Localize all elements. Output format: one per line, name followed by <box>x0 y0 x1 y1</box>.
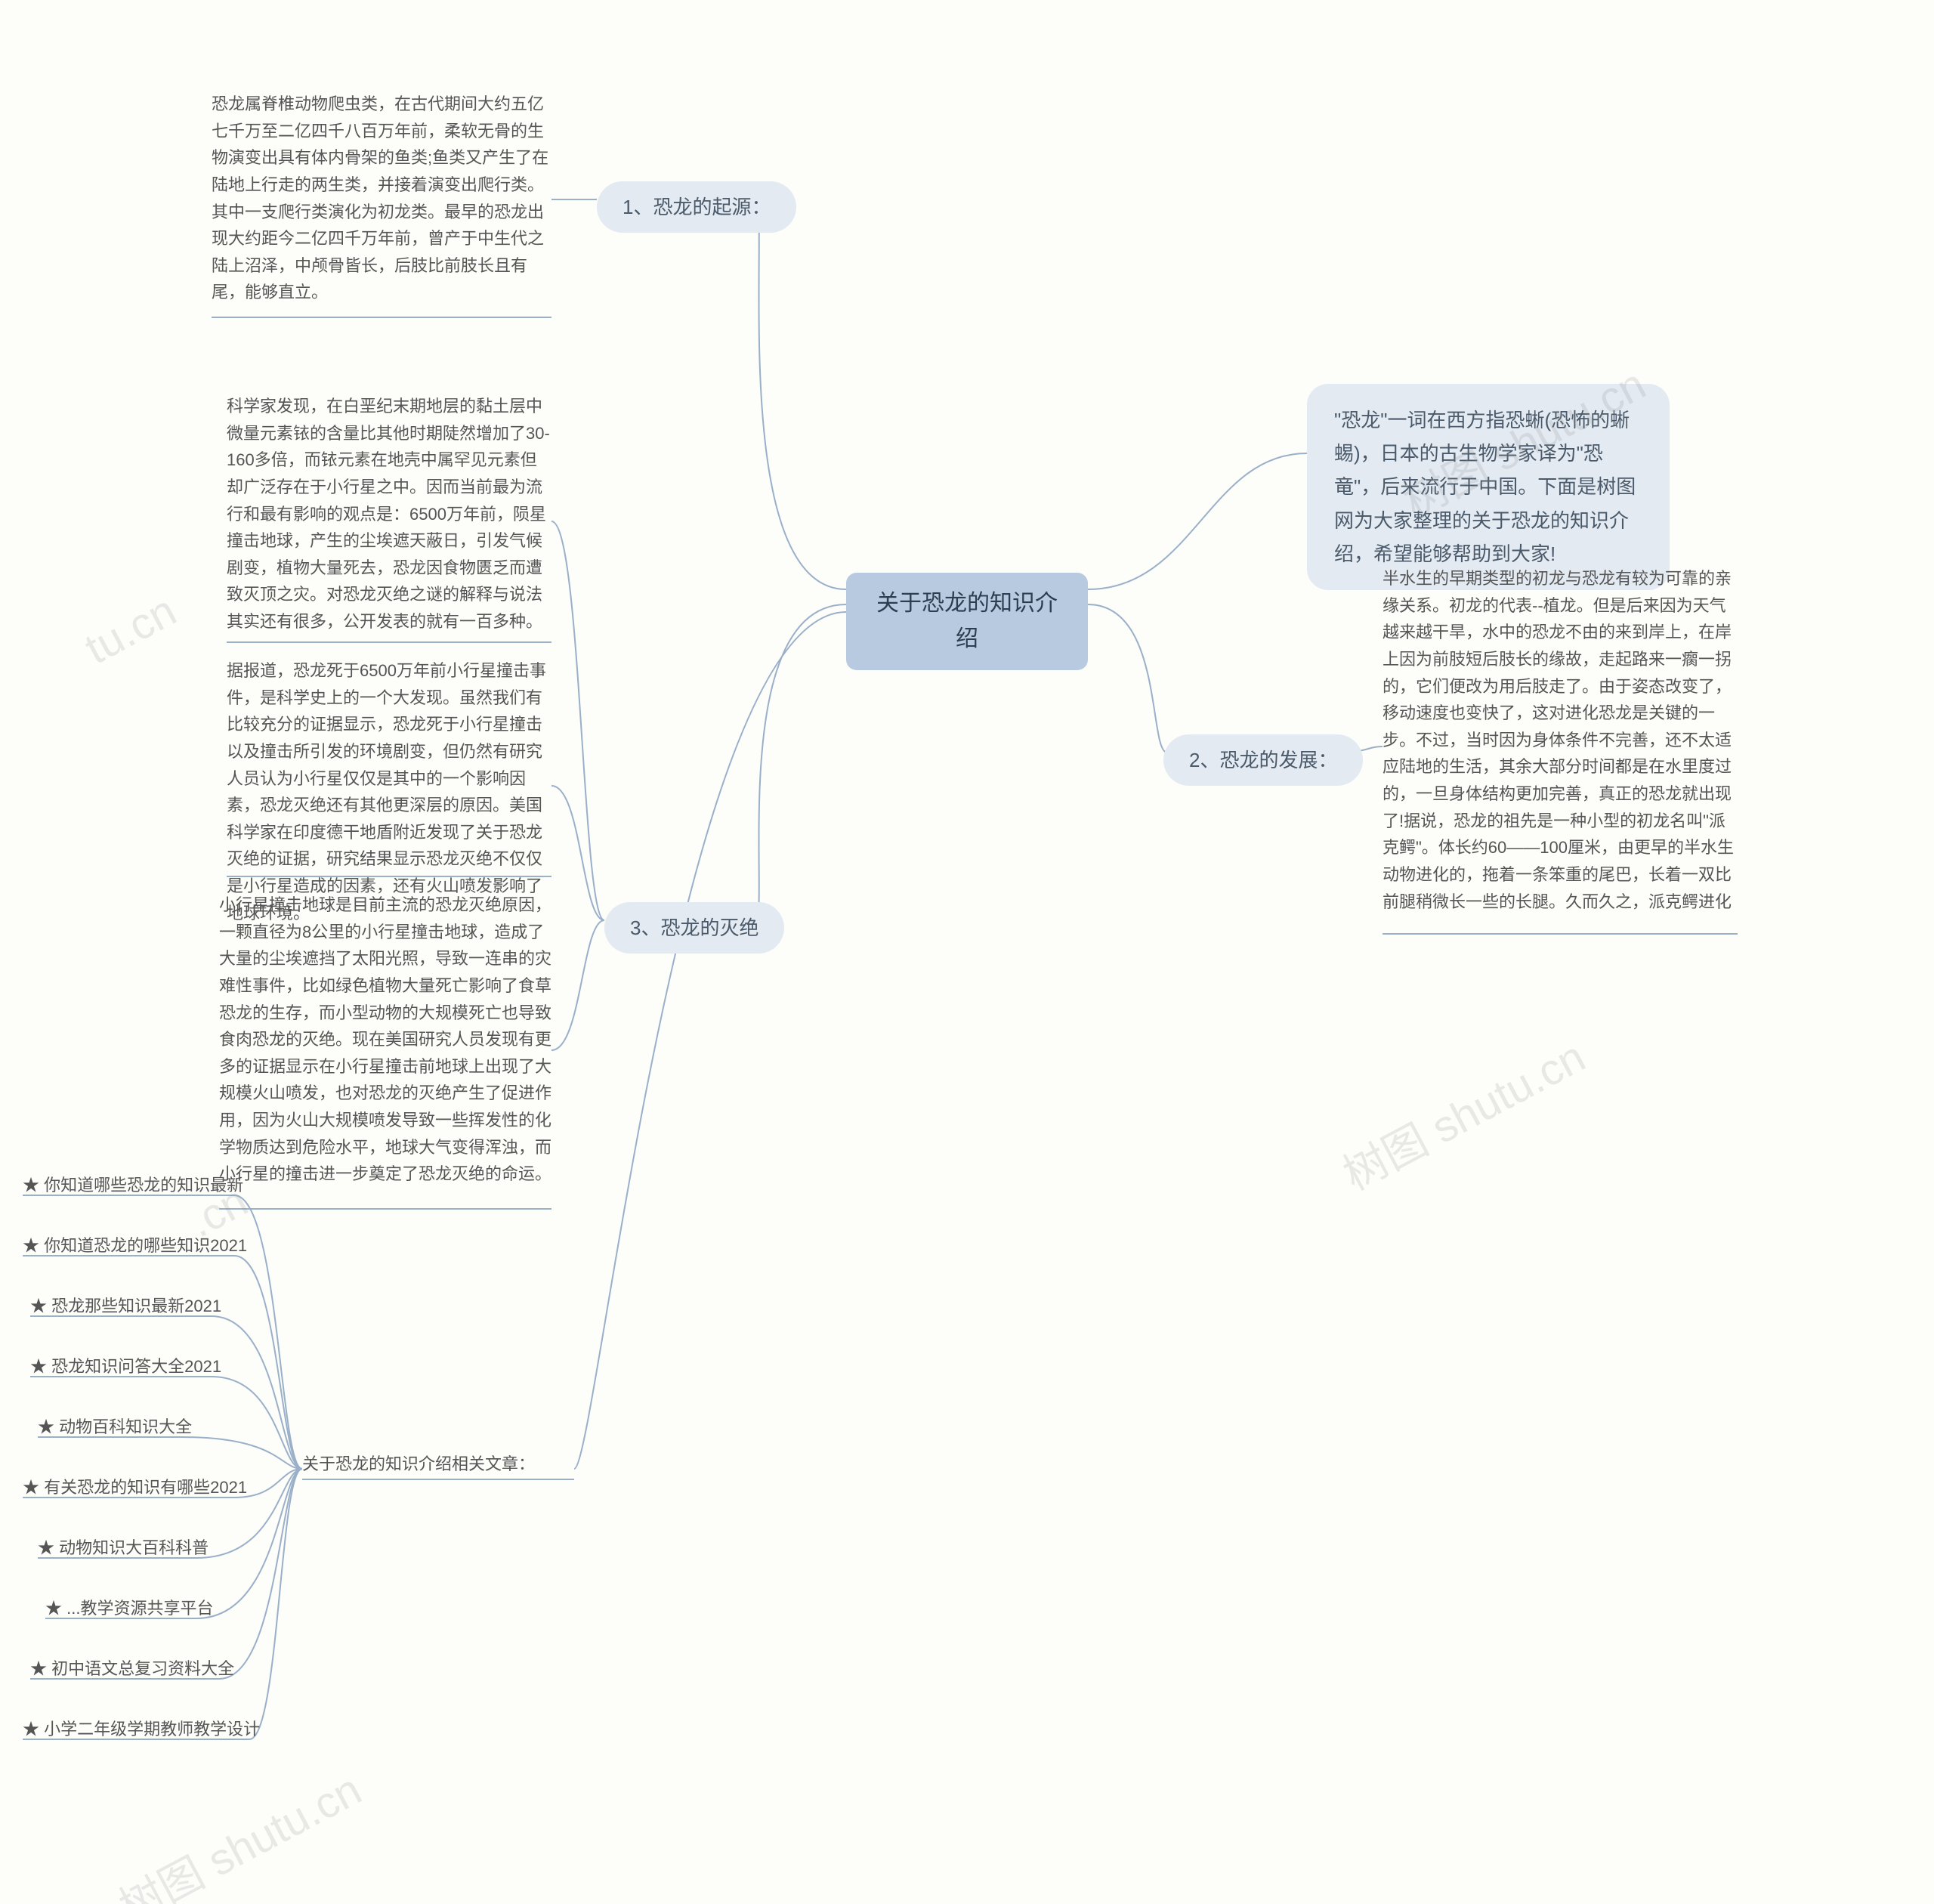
related-item-0[interactable]: ★ 你知道哪些恐龙的知识最新 <box>23 1173 243 1198</box>
development-topic[interactable]: 2、恐龙的发展： <box>1163 734 1363 786</box>
root-node[interactable]: 关于恐龙的知识介绍 <box>846 573 1088 670</box>
related-item-4[interactable]: ★ 动物百科知识大全 <box>38 1414 192 1440</box>
origin-topic[interactable]: 1、恐龙的起源： <box>597 181 796 233</box>
watermark: 树图 shutu.cn <box>1330 1022 1595 1202</box>
related-item-1[interactable]: ★ 你知道恐龙的哪些知识2021 <box>23 1233 247 1259</box>
extinction-topic[interactable]: 3、恐龙的灭绝 <box>604 902 784 954</box>
watermark: tu.cn <box>77 585 184 674</box>
related-item-3[interactable]: ★ 恐龙知识问答大全2021 <box>30 1354 221 1380</box>
related-item-8[interactable]: ★ 初中语文总复习资料大全 <box>30 1656 234 1682</box>
related-item-7[interactable]: ★ ...教学资源共享平台 <box>45 1596 213 1621</box>
watermark: 树图 shutu.cn <box>107 1754 371 1904</box>
intro-node[interactable]: "恐龙"一词在西方指恐蜥(恐怖的蜥蜴)，日本的古生物学家译为"恐竜"，后来流行于… <box>1307 384 1670 590</box>
related-item-6[interactable]: ★ 动物知识大百科科普 <box>38 1535 209 1561</box>
origin-leaf: 恐龙属脊椎动物爬虫类，在古代期间大约五亿七千万至二亿四千八百万年前，柔软无骨的生… <box>212 91 551 306</box>
related-title: 关于恐龙的知识介绍相关文章： <box>302 1451 582 1478</box>
related-item-5[interactable]: ★ 有关恐龙的知识有哪些2021 <box>23 1475 247 1501</box>
related-item-2[interactable]: ★ 恐龙那些知识最新2021 <box>30 1294 221 1319</box>
extinction-leaf-1: 科学家发现，在白垩纪末期地层的黏土层中微量元素铱的含量比其他时期陡然增加了30-… <box>227 393 551 635</box>
related-item-9[interactable]: ★ 小学二年级学期教师教学设计 <box>23 1717 260 1742</box>
extinction-leaf-3: 小行星撞击地球是目前主流的恐龙灭绝原因，一颗直径为8公里的小行星撞击地球，造成了… <box>219 892 551 1188</box>
development-leaf: 半水生的早期类型的初龙与恐龙有较为可靠的亲缘关系。初龙的代表--植龙。但是后来因… <box>1383 565 1738 915</box>
extinction-leaf-2: 据报道，恐龙死于6500万年前小行星撞击事件，是科学史上的一个大发现。虽然我们有… <box>227 657 551 926</box>
